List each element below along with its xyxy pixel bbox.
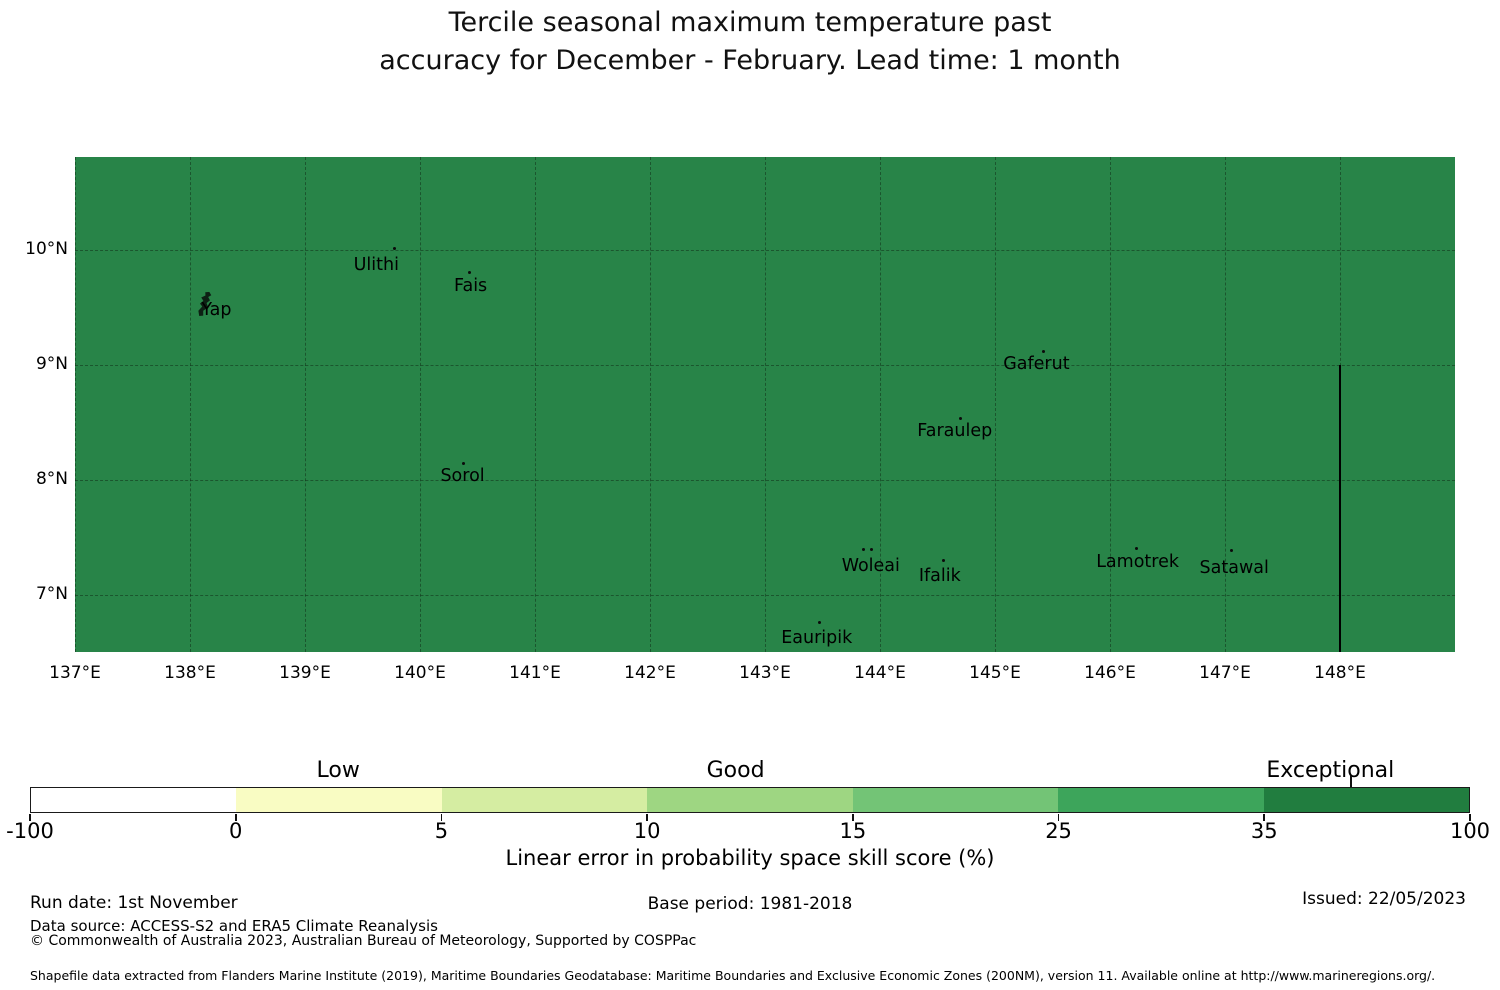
colorbar-tick-label: -100 <box>6 819 54 843</box>
colorbar-tick <box>440 814 443 821</box>
y-axis-tick-label: 8°N <box>35 468 68 489</box>
island-marker-dot <box>1041 349 1045 353</box>
colorbar-tick <box>234 814 237 821</box>
colorbar-tick <box>1057 814 1060 821</box>
eez-boundary-line <box>1339 364 1341 652</box>
colorbar-segment <box>31 788 237 812</box>
colorbar-category-label: Good <box>706 758 765 783</box>
y-axis-tick-label: 9°N <box>35 353 68 374</box>
x-axis-tick-label: 144°E <box>854 663 906 683</box>
island-label: Ifalik <box>918 566 961 587</box>
colorbar-value-marker <box>1350 776 1353 787</box>
island-label: Woleai <box>841 555 900 576</box>
island-marker-dot <box>467 271 471 275</box>
x-axis-tick-label: 141°E <box>509 663 561 683</box>
x-axis-tick-label: 147°E <box>1199 663 1251 683</box>
island-label: Eauripik <box>781 628 853 649</box>
colorbar-axis-label: Linear error in probability space skill … <box>505 846 995 870</box>
latitude-gridline <box>75 594 1455 596</box>
longitude-gridline <box>535 157 536 652</box>
colorbar-tick <box>852 814 854 821</box>
issued-date-text: Issued: 22/05/2023 <box>1302 889 1466 909</box>
colorbar-tick <box>1263 814 1266 821</box>
colorbar-tick-label: 25 <box>1045 819 1072 843</box>
colorbar-category-label: Exceptional <box>1266 758 1395 783</box>
colorbar-tick-label: 10 <box>633 819 661 843</box>
island-label: Satawal <box>1199 558 1269 579</box>
island-label: Yap <box>201 299 232 320</box>
x-axis-tick-label: 138°E <box>164 663 216 683</box>
colorbar-tick-label: 5 <box>434 819 449 843</box>
island-marker-dot <box>462 462 466 466</box>
latitude-gridline <box>75 479 1455 481</box>
colorbar-segment <box>647 788 853 812</box>
island-marker-dot <box>941 558 945 562</box>
chart-title-line2: accuracy for December - February. Lead t… <box>379 45 1121 76</box>
colorbar-segment <box>1058 788 1264 812</box>
x-axis-tick-label: 139°E <box>279 663 331 683</box>
island-label: Ulithi <box>353 254 399 275</box>
island-label: Lamotrek <box>1096 552 1179 573</box>
longitude-gridline <box>1110 157 1111 652</box>
chart-title-line1: Tercile seasonal maximum temperature pas… <box>448 7 1052 38</box>
colorbar <box>30 787 1470 813</box>
island-marker-dot <box>959 417 962 421</box>
colorbar-segment <box>441 788 648 812</box>
longitude-gridline <box>75 157 76 652</box>
x-axis-tick-label: 137°E <box>49 663 101 683</box>
latitude-gridline <box>75 364 1455 366</box>
longitude-gridline <box>880 157 881 652</box>
colorbar-tick-label: 0 <box>229 819 243 843</box>
longitude-gridline <box>1225 157 1226 652</box>
island-marker-dot <box>1134 547 1138 551</box>
colorbar-segment <box>1263 788 1469 812</box>
x-axis-tick-label: 145°E <box>969 663 1021 683</box>
island-label: Fais <box>454 275 488 296</box>
colorbar-segment <box>852 788 1059 812</box>
colorbar-category-label: Low <box>316 758 360 783</box>
run-date-text: Run date: 1st November <box>30 893 238 913</box>
colorbar-tick-label: 100 <box>1449 819 1491 843</box>
island-marker-dot <box>870 548 874 552</box>
longitude-gridline <box>420 157 421 652</box>
data-source-text: Data source: ACCESS-S2 and ERA5 Climate … <box>30 917 438 935</box>
shapefile-note-text: Shapefile data extracted from Flanders M… <box>30 968 1436 983</box>
longitude-gridline <box>995 157 996 652</box>
island-marker-dot <box>862 548 866 552</box>
colorbar-tick-label: 35 <box>1250 819 1278 843</box>
chart-title: Tercile seasonal maximum temperature pas… <box>0 4 1500 80</box>
longitude-gridline <box>190 157 191 652</box>
x-axis-tick-label: 148°E <box>1314 663 1366 683</box>
colorbar-segment <box>236 788 442 812</box>
map-plot-area: Yap Ulithi Fais Sorol Gaferut Faraulep Woleai I… <box>75 157 1455 652</box>
longitude-gridline <box>765 157 766 652</box>
colorbar-tick <box>1469 814 1471 821</box>
copyright-text: © Commonwealth of Australia 2023, Austra… <box>30 933 697 949</box>
x-axis-tick-label: 146°E <box>1084 663 1136 683</box>
x-axis-tick-label: 142°E <box>624 663 676 683</box>
island-marker-dot <box>393 247 397 251</box>
island-marker-dot <box>1230 549 1234 553</box>
island-label: Sorol <box>440 466 485 487</box>
longitude-gridline <box>305 157 306 652</box>
latitude-gridline <box>75 250 1455 252</box>
x-axis-tick-label: 143°E <box>739 663 791 683</box>
y-axis-tick-label: 7°N <box>35 583 68 604</box>
island-label: Gaferut <box>1003 353 1070 374</box>
colorbar-tick <box>29 814 31 821</box>
y-axis-tick-label: 10°N <box>25 239 68 260</box>
colorbar-tick-label: 15 <box>839 819 867 843</box>
island-marker-dot <box>817 620 821 624</box>
colorbar-tick <box>646 814 648 821</box>
island-label: Faraulep <box>917 421 993 442</box>
x-axis-tick-label: 140°E <box>394 663 446 683</box>
base-period-text: Base period: 1981-2018 <box>647 894 853 914</box>
longitude-gridline <box>650 157 651 652</box>
